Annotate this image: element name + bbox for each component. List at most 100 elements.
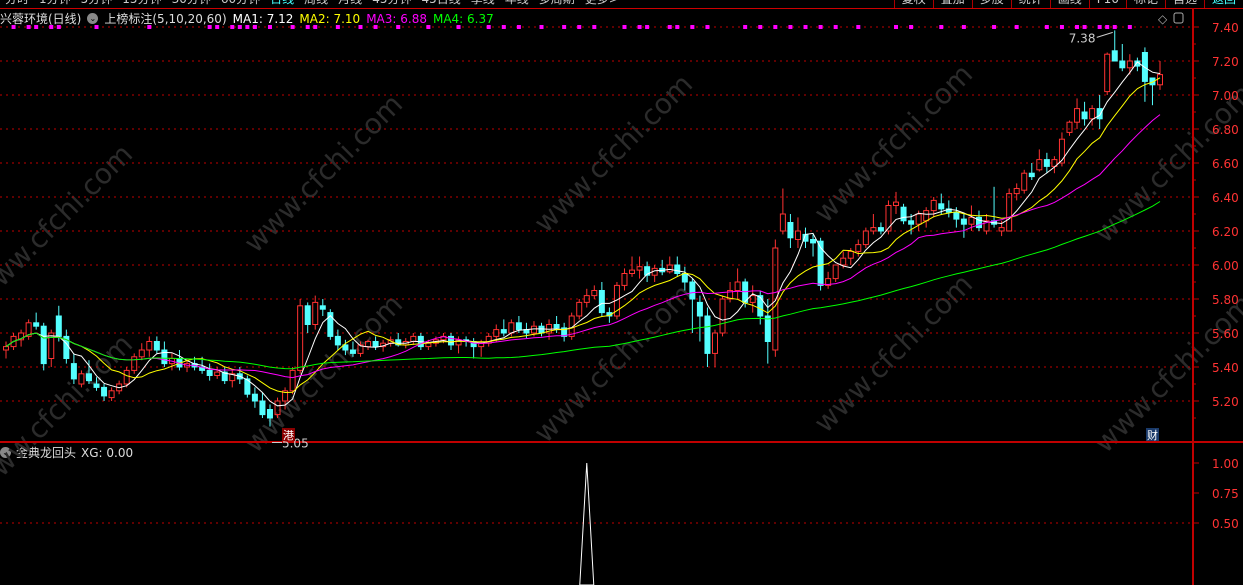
candle (244, 375, 251, 398)
toolbar-button[interactable]: 叠加 (932, 0, 972, 8)
candle-body (1074, 108, 1081, 123)
candle (380, 339, 387, 352)
price-tick-label: 7.20 (1212, 55, 1239, 69)
candle-body (515, 322, 522, 331)
candle-body (1043, 159, 1050, 167)
candle (885, 200, 892, 235)
candle-body (779, 213, 786, 232)
candle-body (18, 332, 25, 341)
candle-body (153, 341, 160, 351)
top-marker (456, 25, 461, 29)
chevron-down-icon[interactable]: ⌄ (87, 13, 99, 24)
candle (794, 217, 801, 248)
candle-body (530, 325, 537, 334)
toolbar-button[interactable]: 统计 (1010, 0, 1050, 8)
candle (312, 295, 319, 330)
candle-body (70, 363, 77, 380)
ma2-line (5, 77, 1161, 394)
top-marker (562, 25, 567, 29)
period-tab[interactable]: 30分钟 (167, 0, 216, 8)
period-tab[interactable]: 日线 (265, 0, 299, 8)
window-toggle-icon (1173, 12, 1184, 24)
top-marker (305, 25, 310, 29)
candle-body (734, 281, 741, 291)
candle (297, 299, 304, 374)
candle-body (749, 295, 756, 303)
candle-body (689, 281, 696, 300)
period-tab[interactable]: 年线 (500, 0, 534, 8)
top-marker (992, 25, 997, 29)
price-tick-label: 5.20 (1212, 395, 1239, 409)
candle (229, 370, 236, 388)
candle-body (1066, 121, 1073, 133)
hk-badge-label: 港 (283, 429, 294, 442)
top-marker (313, 25, 318, 29)
chevron-down-icon[interactable]: ⌄ (0, 447, 11, 458)
candle-body (297, 305, 304, 371)
period-tab[interactable]: 季线 (466, 0, 500, 8)
toolbar-button[interactable]: 标记 (1125, 0, 1165, 8)
candle-body (1149, 77, 1156, 86)
period-tab[interactable]: 15分钟 (117, 0, 166, 8)
period-tab[interactable]: 月线 (333, 0, 367, 8)
top-marker (675, 25, 680, 29)
top-marker (516, 25, 521, 29)
candle-body (968, 216, 975, 225)
period-tab[interactable]: 45日线 (416, 0, 465, 8)
price-tick-label: 6.80 (1212, 123, 1239, 137)
candle-body (855, 244, 862, 252)
candle (779, 188, 786, 235)
candle-body (960, 218, 967, 225)
candle-body (923, 210, 930, 222)
candle (832, 264, 839, 282)
toolbar-button[interactable]: 自选 (1164, 0, 1204, 8)
candle-body (870, 227, 877, 232)
top-marker (49, 25, 54, 29)
indicator-tick-label: 1.00 (1212, 457, 1239, 471)
toolbar-button[interactable]: 返回 (1203, 0, 1243, 8)
candle-body (727, 290, 734, 300)
candle-body (123, 369, 130, 385)
candle (1066, 120, 1073, 136)
candle-body (1051, 159, 1058, 167)
ma1-value: MA1: 7.12 (232, 11, 294, 26)
period-tab[interactable]: 分时 (0, 0, 34, 8)
candle (176, 350, 183, 371)
ma4-value: MA4: 6.37 (432, 11, 494, 26)
indicator-name[interactable]: 上榜标注(5,10,20,60) (104, 12, 227, 26)
period-tab[interactable]: 5分钟 (76, 0, 118, 8)
candle (206, 363, 213, 381)
candle-body (25, 322, 32, 337)
candle-body (568, 315, 575, 337)
top-marker (147, 25, 152, 29)
candle-body (1157, 74, 1163, 86)
candle (553, 316, 560, 333)
price-tick-label: 6.40 (1212, 191, 1239, 205)
stock-title: 兴蓉环境(日线) (0, 12, 82, 26)
period-tab[interactable]: 更多> (580, 0, 624, 8)
top-marker (290, 25, 295, 29)
period-tab[interactable]: 45分钟 (367, 0, 416, 8)
candle (1096, 95, 1103, 129)
candle-body (576, 301, 583, 317)
toolbar-button[interactable]: 多股 (971, 0, 1011, 8)
period-tab[interactable]: 周线 (299, 0, 333, 8)
candle-body (85, 373, 92, 382)
candle (727, 282, 734, 303)
toolbar-button[interactable]: F10 (1088, 0, 1126, 8)
top-marker (1014, 25, 1019, 29)
period-tab[interactable]: 60分钟 (216, 0, 265, 8)
period-tab[interactable]: 多周期 (534, 0, 580, 8)
candle (493, 324, 500, 342)
period-tab[interactable]: 1分钟 (34, 0, 76, 8)
finance-badge (1146, 428, 1159, 441)
indicator-panel-title[interactable]: 金典龙回头 (16, 446, 77, 460)
top-marker (1075, 25, 1080, 29)
toolbar-button[interactable]: 复权 (893, 0, 933, 8)
candle (274, 397, 281, 418)
candle (18, 329, 25, 347)
candle-body (55, 315, 62, 337)
candle-body (862, 230, 869, 246)
toolbar-button[interactable]: 画线 (1049, 0, 1089, 8)
